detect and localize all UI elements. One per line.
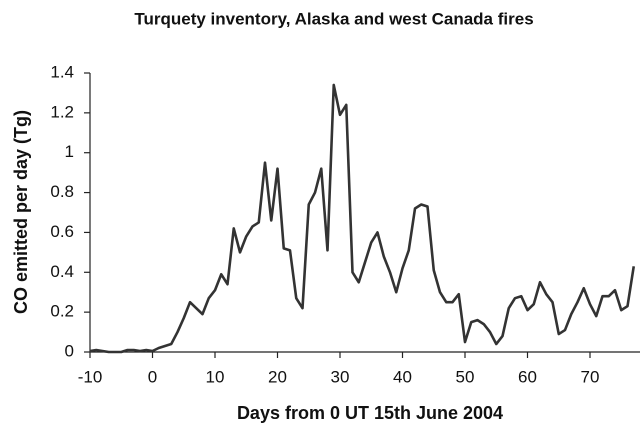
x-tick-label: 60	[518, 367, 537, 386]
y-tick-label: 0.2	[50, 302, 74, 321]
x-tick-label: 50	[456, 367, 475, 386]
y-tick-label: 1	[65, 142, 74, 161]
y-tick-label: 0.4	[50, 262, 74, 281]
x-tick-label: 20	[268, 367, 287, 386]
y-tick-label: 0	[65, 341, 74, 360]
x-tick-label: 30	[331, 367, 350, 386]
chart-title: Turquety inventory, Alaska and west Cana…	[134, 9, 533, 28]
x-axis-label: Days from 0 UT 15th June 2004	[237, 403, 503, 423]
y-tick-label: 1.2	[50, 102, 74, 121]
data-line	[89, 83, 636, 354]
y-tick-label: 0.6	[50, 222, 74, 241]
y-tick-label: 0.8	[50, 182, 74, 201]
y-tick-label: 1.4	[50, 62, 74, 81]
x-tick-label: 10	[206, 367, 225, 386]
x-tick-label: -10	[78, 367, 103, 386]
x-tick-label: 0	[148, 367, 157, 386]
x-tick-label: 40	[393, 367, 412, 386]
x-tick-label: 70	[581, 367, 600, 386]
y-axis-label: CO emitted per day (Tg)	[11, 110, 31, 314]
